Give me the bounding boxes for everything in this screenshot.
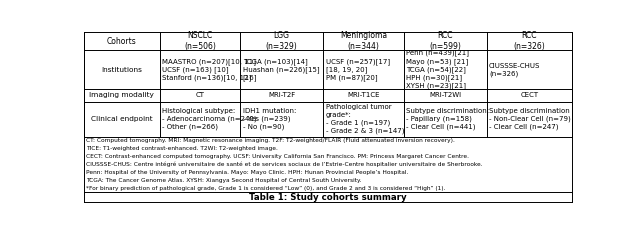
Text: Institutions: Institutions bbox=[101, 67, 142, 73]
Text: RCC
(n=599): RCC (n=599) bbox=[429, 31, 461, 51]
Text: RCC
(n=326): RCC (n=326) bbox=[513, 31, 545, 51]
Text: CIUSSSE-CHUS: Centre intégré universitaire de santé et de services sociaux de l’: CIUSSSE-CHUS: Centre intégré universitai… bbox=[86, 162, 483, 167]
Text: LGG
(n=329): LGG (n=329) bbox=[266, 31, 298, 51]
Text: CT: CT bbox=[195, 92, 204, 98]
Text: MAASTRO (n=207)[10, 11]
UCSF (n=163) [10]
Stanford (n=136)[10, 12]: MAASTRO (n=207)[10, 11] UCSF (n=163) [10… bbox=[162, 58, 256, 81]
Text: TICE: T1-weighted contrast-enhanced. T2WI: T2-weighted image.: TICE: T1-weighted contrast-enhanced. T2W… bbox=[86, 146, 278, 151]
Text: Histological subtype:
- Adenocarcinoma (n=240)
- Other (n=266): Histological subtype: - Adenocarcinoma (… bbox=[162, 108, 257, 130]
Text: TCGA (n=103)[14]
Huashan (n=226)[15]
[16]: TCGA (n=103)[14] Huashan (n=226)[15] [16… bbox=[243, 58, 319, 81]
Text: Imaging modality: Imaging modality bbox=[90, 92, 154, 98]
Text: MRI-T1CE: MRI-T1CE bbox=[347, 92, 380, 98]
Text: Subtype discrimination
- Non-Clear Cell (n=79)
- Clear Cell (n=247): Subtype discrimination - Non-Clear Cell … bbox=[489, 108, 571, 130]
Text: MRI-T2WI: MRI-T2WI bbox=[429, 92, 461, 98]
Text: UCSF (n=257)[17]
[18, 19, 20]
PM (n=87)[20]: UCSF (n=257)[17] [18, 19, 20] PM (n=87)[… bbox=[326, 58, 390, 81]
Text: IDH1 mutation:
- Yes (n=239)
- No (n=90): IDH1 mutation: - Yes (n=239) - No (n=90) bbox=[243, 108, 296, 130]
Text: Pathological tumor
grade*:
- Grade 1 (n=197)
- Grade 2 & 3 (n=147): Pathological tumor grade*: - Grade 1 (n=… bbox=[326, 104, 404, 134]
Text: Table 1: Study cohorts summary: Table 1: Study cohorts summary bbox=[249, 193, 407, 202]
Text: NSCLC
(n=506): NSCLC (n=506) bbox=[184, 31, 216, 51]
Text: *For binary prediction of pathological grade, Grade 1 is considered “Low” (0), a: *For binary prediction of pathological g… bbox=[86, 186, 445, 191]
Text: MRI-T2F: MRI-T2F bbox=[268, 92, 295, 98]
Text: CECT: CECT bbox=[520, 92, 538, 98]
Text: CECT: Contrast-enhanced computed tomography. UCSF: University California San Fra: CECT: Contrast-enhanced computed tomogra… bbox=[86, 154, 469, 159]
Text: CIUSSSE-CHUS
(n=326): CIUSSSE-CHUS (n=326) bbox=[489, 62, 540, 76]
Text: Subtype discrimination:
- Papillary (n=158)
- Clear Cell (n=441): Subtype discrimination: - Papillary (n=1… bbox=[406, 108, 489, 130]
Text: Meningioma
(n=344): Meningioma (n=344) bbox=[340, 31, 387, 51]
Text: TCGA: The Cancer Genome Atlas. XYSH: Xiangya Second Hospital of Central South Un: TCGA: The Cancer Genome Atlas. XYSH: Xia… bbox=[86, 178, 362, 183]
Text: Penn (n=439)[21]
Mayo (n=53) [21]
TCGA (n=54)[22]
HPH (n=30)[21]
XYSH (n=23)[21]: Penn (n=439)[21] Mayo (n=53) [21] TCGA (… bbox=[406, 50, 469, 89]
Text: CT: Computed tomography. MRI: Magnetic resonance imaging. T2F: T2-weighted/FLAIR: CT: Computed tomography. MRI: Magnetic r… bbox=[86, 138, 455, 143]
Text: Clinical endpoint: Clinical endpoint bbox=[91, 116, 152, 122]
Text: Penn: Hospital of the University of Pennsylvania. Mayo: Mayo Clinic. HPH: Hunan : Penn: Hospital of the University of Penn… bbox=[86, 170, 408, 175]
Text: Cohorts: Cohorts bbox=[107, 37, 137, 46]
